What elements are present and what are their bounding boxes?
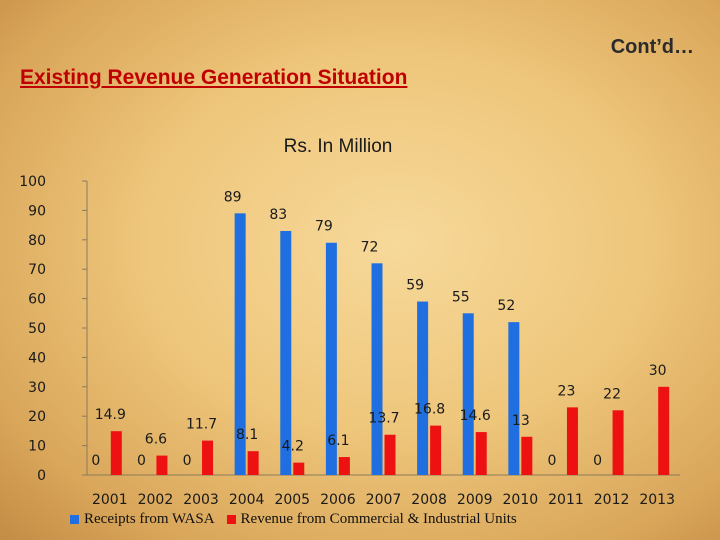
bar-commercial xyxy=(293,462,305,475)
data-label-commercial: 23 xyxy=(558,383,576,399)
bar-wasa xyxy=(280,230,292,475)
bar-wasa xyxy=(325,242,337,475)
data-label-commercial: 14.9 xyxy=(95,407,126,423)
data-label-commercial: 13 xyxy=(512,413,530,429)
data-label-wasa: 89 xyxy=(224,189,242,205)
x-tick-label: 2005 xyxy=(274,492,310,508)
data-label-wasa: 55 xyxy=(452,289,470,305)
y-tick-label: 60 xyxy=(28,292,46,308)
y-tick-label: 80 xyxy=(28,233,46,249)
data-label-commercial: 22 xyxy=(603,386,621,402)
legend-label-commercial: Revenue from Commercial & Industrial Uni… xyxy=(240,511,517,527)
y-tick-label: 50 xyxy=(28,321,46,337)
y-tick-label: 10 xyxy=(28,439,46,455)
x-tick-label: 2013 xyxy=(639,492,675,508)
data-label-commercial: 6.1 xyxy=(327,433,349,449)
bar-commercial xyxy=(384,434,396,475)
x-tick-label: 2003 xyxy=(183,492,219,508)
y-tick-label: 30 xyxy=(28,380,46,396)
bar-wasa xyxy=(234,213,246,475)
bar-commercial xyxy=(110,431,122,475)
bar-commercial xyxy=(247,451,259,475)
x-tick-label: 2012 xyxy=(594,492,630,508)
legend-item-commercial: Revenue from Commercial & Industrial Uni… xyxy=(226,511,517,528)
bar-commercial xyxy=(156,455,168,475)
bar-wasa xyxy=(417,301,429,475)
bar-commercial xyxy=(338,457,350,475)
chart-title: Rs. In Million xyxy=(284,136,393,157)
data-label-commercial: 11.7 xyxy=(186,417,217,433)
data-label-wasa: 59 xyxy=(406,278,424,294)
bar-commercial xyxy=(202,440,214,475)
legend-swatch-wasa xyxy=(70,515,79,524)
continued-label: Cont’d… xyxy=(610,36,694,58)
legend-swatch-commercial xyxy=(226,515,236,524)
y-tick-label: 100 xyxy=(19,174,46,190)
x-tick-label: 2010 xyxy=(503,492,539,508)
legend-item-wasa: Receipts from WASA xyxy=(70,511,215,528)
data-label-commercial: 8.1 xyxy=(236,427,258,443)
x-tick-label: 2007 xyxy=(366,492,402,508)
bar-commercial xyxy=(521,436,533,475)
data-label-commercial: 14.6 xyxy=(460,408,491,424)
x-tick-label: 2008 xyxy=(411,492,447,508)
bar-commercial xyxy=(566,407,578,475)
x-tick-label: 2011 xyxy=(548,492,584,508)
x-tick-label: 2006 xyxy=(320,492,356,508)
y-tick-label: 40 xyxy=(28,350,46,366)
y-tick-label: 0 xyxy=(37,468,46,484)
data-label-wasa: 0 xyxy=(593,453,602,469)
data-label-wasa: 52 xyxy=(497,298,515,314)
bar-commercial xyxy=(475,432,487,475)
slide-title: Existing Revenue Generation Situation xyxy=(20,66,408,89)
y-tick-label: 90 xyxy=(28,203,46,219)
data-label-wasa: 72 xyxy=(361,239,379,255)
chart-legend: Receipts from WASA Revenue from Commerci… xyxy=(70,511,529,528)
x-tick-label: 2004 xyxy=(229,492,265,508)
data-label-wasa: 79 xyxy=(315,219,333,235)
data-label-commercial: 30 xyxy=(649,363,667,379)
data-label-wasa: 0 xyxy=(548,453,557,469)
bar-commercial xyxy=(430,425,442,475)
data-label-wasa: 83 xyxy=(269,207,287,223)
bar-wasa xyxy=(462,313,474,475)
y-tick-label: 20 xyxy=(28,409,46,425)
bar-commercial xyxy=(658,386,670,475)
x-tick-label: 2001 xyxy=(92,492,128,508)
data-label-wasa: 0 xyxy=(137,453,146,469)
data-label-commercial: 13.7 xyxy=(368,411,399,427)
data-label-commercial: 6.6 xyxy=(145,432,167,448)
data-label-commercial: 4.2 xyxy=(282,439,304,455)
data-label-commercial: 16.8 xyxy=(414,402,445,418)
data-label-wasa: 0 xyxy=(91,453,100,469)
bar-commercial xyxy=(612,410,624,475)
bar-wasa xyxy=(371,263,383,475)
y-tick-label: 70 xyxy=(28,262,46,278)
legend-label-wasa: Receipts from WASA xyxy=(84,511,215,527)
x-tick-label: 2009 xyxy=(457,492,493,508)
data-label-wasa: 0 xyxy=(183,453,192,469)
x-tick-label: 2002 xyxy=(138,492,174,508)
bar-wasa xyxy=(508,322,520,475)
